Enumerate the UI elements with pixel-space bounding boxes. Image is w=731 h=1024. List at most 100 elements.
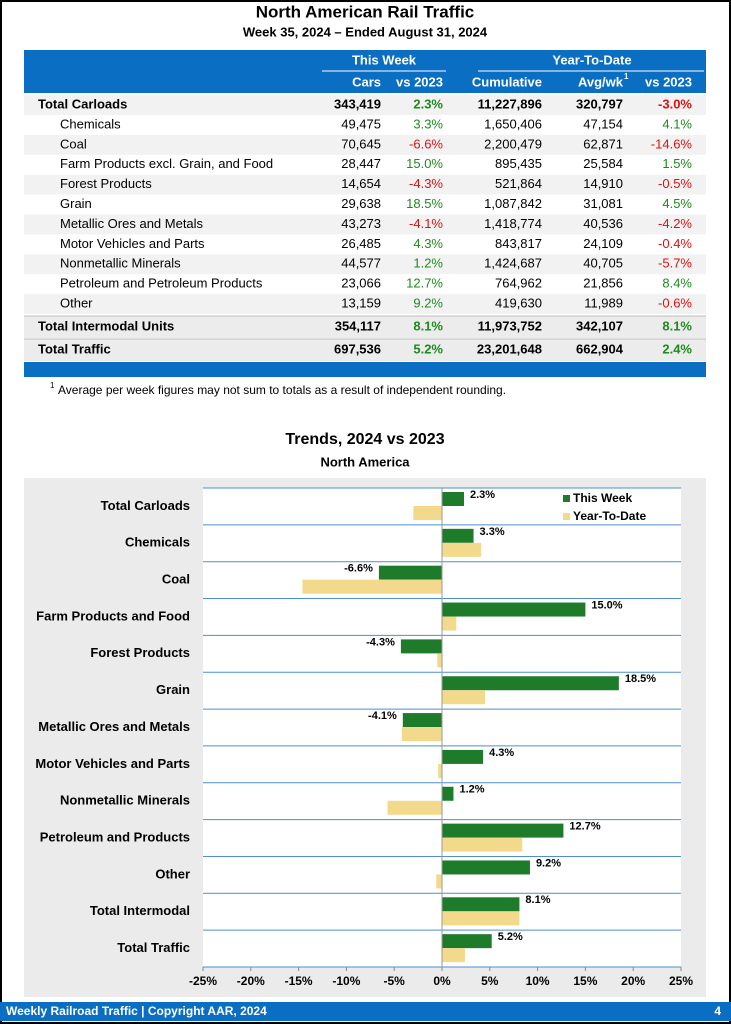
row-label: Farm Products excl. Grain, and Food [60, 156, 273, 171]
row-label: Total Carloads [38, 96, 127, 111]
row-band [24, 316, 706, 338]
cell: 8.1% [662, 318, 692, 333]
column-header: vs 2023 [396, 74, 443, 89]
cell: -6.6% [409, 136, 443, 151]
cell: 8.4% [662, 276, 692, 291]
cell: -14.6% [651, 136, 693, 151]
cell: 4.1% [662, 116, 692, 131]
cell: 49,475 [341, 116, 381, 131]
cell: 23,066 [341, 276, 381, 291]
bar [442, 911, 520, 926]
bar [387, 800, 442, 815]
chart-title: Trends, 2024 vs 2023 [285, 431, 444, 448]
cell: 1,418,774 [484, 216, 542, 231]
value-label: -6.6% [344, 563, 373, 575]
cell: 320,797 [576, 96, 623, 111]
bar [442, 542, 482, 557]
cell: 895,435 [495, 156, 542, 171]
row-band [24, 134, 706, 155]
bar [442, 749, 484, 764]
cell: -0.6% [658, 296, 692, 311]
row-label: Total Traffic [38, 341, 111, 356]
bar [442, 897, 520, 912]
cell: 1.2% [413, 256, 443, 271]
cell: 29,638 [341, 196, 381, 211]
group-header: Year-To-Date [552, 52, 631, 67]
cell: -4.3% [409, 176, 443, 191]
cell: 26,485 [341, 236, 381, 251]
cell: 12.7% [406, 276, 443, 291]
bar [442, 676, 619, 691]
column-header: Cars [352, 74, 381, 89]
category-label: Total Intermodal [90, 903, 190, 918]
x-tick-label: 15% [573, 974, 597, 988]
cell: 354,117 [335, 318, 381, 333]
x-tick-label: -5% [384, 974, 406, 988]
cell: -0.4% [658, 236, 692, 251]
cell: 11,227,896 [478, 96, 542, 111]
cell: 2.3% [413, 96, 443, 111]
cell: 3.3% [413, 116, 443, 131]
x-tick-label: 0% [433, 974, 451, 988]
x-tick-label: -15% [285, 974, 313, 988]
category-label: Total Traffic [117, 940, 190, 955]
category-label: Motor Vehicles and Parts [35, 756, 190, 771]
footnote: Average per week figures may not sum to … [58, 383, 506, 397]
cell: 1,650,406 [484, 116, 542, 131]
column-header: Cumulative [472, 74, 542, 89]
category-label: Grain [156, 682, 190, 697]
footer-text: Weekly Railroad Traffic | Copyright AAR,… [6, 1004, 267, 1018]
legend-label: Year-To-Date [573, 509, 646, 523]
table-footer-band [24, 362, 706, 377]
cell: 9.2% [413, 296, 443, 311]
row-band [24, 254, 706, 275]
cell: 21,856 [583, 276, 623, 291]
row-band [24, 174, 706, 195]
cell: 15.0% [406, 156, 443, 171]
row-label: Motor Vehicles and Parts [60, 236, 205, 251]
cell: 521,864 [495, 176, 542, 191]
value-label: 4.3% [489, 747, 514, 759]
row-band [24, 339, 706, 361]
bar [413, 506, 442, 520]
page-title: North American Rail Traffic [256, 2, 475, 21]
cell: 2.4% [662, 341, 692, 356]
cell: -0.5% [658, 176, 692, 191]
cell: 342,107 [576, 318, 623, 333]
cell: 2,200,479 [484, 136, 542, 151]
category-label: Forest Products [90, 645, 190, 660]
bar [401, 727, 442, 742]
bar [442, 690, 486, 705]
bar [442, 616, 457, 631]
value-label: 15.0% [591, 599, 622, 611]
value-label: 18.5% [625, 673, 656, 685]
cell: 40,705 [583, 256, 623, 271]
category-label: Other [155, 866, 190, 881]
row-label: Nonmetallic Minerals [60, 256, 181, 271]
value-label: 8.1% [525, 894, 550, 906]
legend-swatch [563, 495, 570, 502]
bar [378, 565, 442, 580]
x-tick-label: 20% [621, 974, 645, 988]
column-note: 1 [624, 72, 629, 81]
row-band [24, 95, 706, 115]
page-number: 4 [714, 1004, 721, 1018]
bar [402, 713, 442, 728]
chart-subtitle: North America [320, 454, 410, 469]
bar [442, 860, 530, 875]
cell: 419,630 [495, 296, 542, 311]
bar [442, 786, 454, 801]
value-label: 2.3% [470, 489, 495, 501]
row-label: Coal [60, 136, 87, 151]
cell: -4.1% [409, 216, 443, 231]
cell: 5.2% [413, 341, 443, 356]
cell: 13,159 [341, 296, 381, 311]
category-label: Farm Products and Food [36, 608, 190, 623]
cell: 662,904 [576, 341, 624, 356]
cell: 14,654 [341, 176, 381, 191]
value-label: -4.3% [366, 636, 395, 648]
cell: 62,871 [583, 136, 623, 151]
legend-label: This Week [573, 491, 632, 505]
row-label: Forest Products [60, 176, 152, 191]
